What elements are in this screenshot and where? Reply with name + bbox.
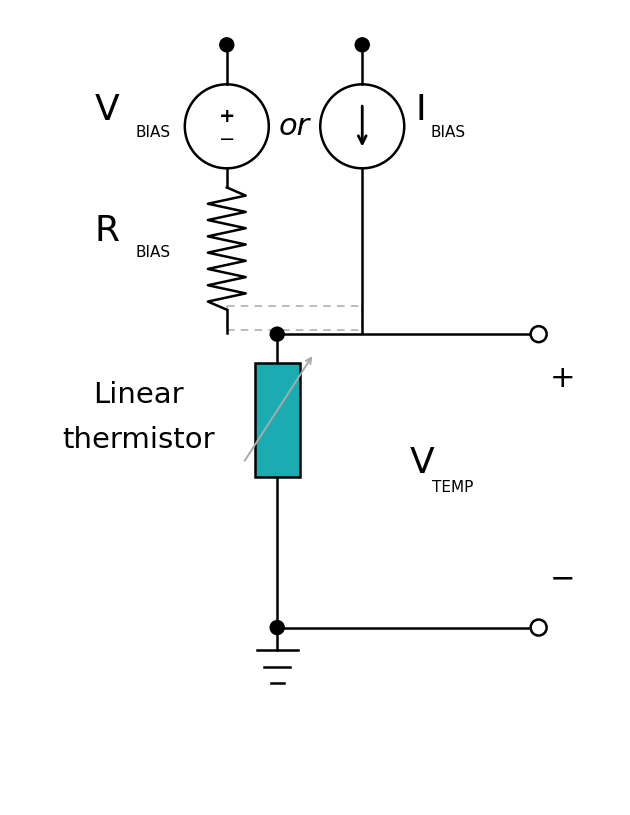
Text: −: − <box>219 130 235 149</box>
Text: +: + <box>550 364 576 394</box>
Text: +: + <box>219 107 235 126</box>
Text: thermistor: thermistor <box>62 426 215 454</box>
Text: Linear: Linear <box>93 381 184 409</box>
Ellipse shape <box>530 326 547 342</box>
Ellipse shape <box>270 620 284 635</box>
Text: −: − <box>550 564 575 593</box>
Text: I: I <box>416 93 427 127</box>
Bar <box>255 363 300 477</box>
Text: BIAS: BIAS <box>135 126 171 140</box>
Ellipse shape <box>355 37 369 52</box>
Text: BIAS: BIAS <box>430 126 466 140</box>
Text: V: V <box>410 446 434 480</box>
Text: TEMP: TEMP <box>432 480 474 495</box>
Text: BIAS: BIAS <box>135 245 171 260</box>
Text: R: R <box>94 214 120 248</box>
Ellipse shape <box>270 327 284 341</box>
Text: V: V <box>94 93 120 127</box>
Ellipse shape <box>220 37 234 52</box>
Ellipse shape <box>530 619 547 636</box>
Text: or: or <box>279 112 310 141</box>
